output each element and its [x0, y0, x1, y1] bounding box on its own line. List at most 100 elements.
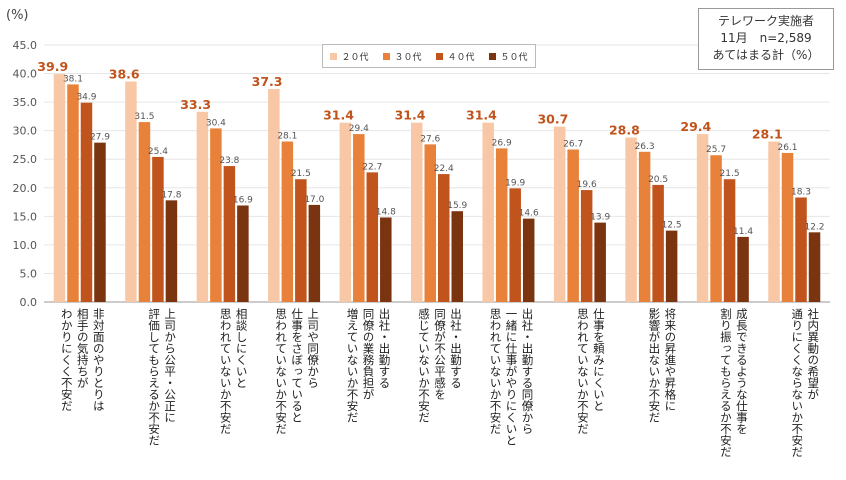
data-label-20s: 28.1 [752, 127, 783, 142]
bar-40s [366, 172, 379, 302]
category-label-line: 影響が出ないか不安だ [647, 308, 662, 423]
category-label-line: わかりにくく不安だ [59, 308, 74, 412]
category-label-line: 非対面のやりとりは [91, 308, 106, 412]
legend-label-50s: ５０代 [500, 52, 528, 63]
data-label-20s: 33.3 [180, 97, 211, 112]
data-label-40s: 19.9 [505, 178, 525, 188]
note-line-3: あてはまる計（%） [712, 48, 820, 62]
category-label-line: 思われていないか不安だ [218, 308, 233, 435]
category-label-line: 出社・出勤する [449, 308, 463, 389]
bar-30s [495, 148, 508, 302]
data-label-50s: 16.9 [233, 195, 253, 205]
chart-legend: ２０代 ３０代 ４０代 ５０代 [322, 44, 536, 68]
data-label-50s: 12.5 [662, 221, 682, 231]
category-label-line: 社内異動の希望が [806, 308, 821, 400]
note-line-1: テレワーク実施者 [717, 14, 814, 28]
category-label: 上司から公平・公正に 評価してもらえるか不安だ [125, 308, 177, 478]
category-label: 成長できるような仕事を 割り振ってもらえるか不安だ [697, 308, 749, 478]
bar-50s [308, 204, 321, 302]
bar-40s [509, 188, 521, 302]
bar-30s [353, 134, 365, 302]
data-label-30s: 38.1 [63, 74, 83, 84]
bar-20s [53, 74, 66, 302]
y-tick-label: 10.0 [13, 239, 38, 252]
category-label: 出社・出勤する 同僚が不公平感を 感じていないか不安だ [411, 308, 463, 478]
category-label-line: 増えていないか不安だ [345, 308, 360, 423]
data-label-20s: 31.4 [323, 108, 354, 123]
category-label-line: 思われていないか不安だ [575, 308, 590, 435]
data-label-30s: 26.1 [777, 143, 797, 153]
data-label-20s: 30.7 [537, 112, 568, 127]
bar-40s [80, 102, 93, 302]
bar-40s [152, 156, 164, 302]
data-label-40s: 19.6 [577, 180, 597, 190]
bar-20s [768, 141, 780, 302]
bar-40s [580, 190, 593, 302]
data-label-50s: 14.8 [376, 207, 396, 217]
category-label-line: 出社・出勤する [377, 308, 392, 389]
data-label-20s: 31.4 [466, 108, 497, 123]
legend-label-40s: ４０代 [447, 52, 475, 63]
category-label-line: 仕事をさぼっていると [290, 308, 305, 423]
bar-20s [125, 81, 137, 302]
legend-item-40s: ４０代 [436, 50, 475, 63]
category-label: 出社・出勤する 同僚の業務負担が 増えていないか不安だ [340, 308, 392, 478]
bar-30s [638, 151, 651, 302]
bar-50s [522, 218, 535, 302]
bar-20s [696, 134, 709, 302]
y-tick-label: 0.0 [20, 296, 38, 309]
data-label-30s: 26.7 [563, 140, 583, 150]
data-label-50s: 17.8 [161, 190, 181, 200]
legend-swatch-20s [330, 52, 338, 60]
category-label-line: 出社・出勤する同僚から [520, 308, 535, 435]
category-label-line: 上司から公平・公正に [163, 308, 178, 423]
bar-50s [594, 222, 606, 302]
data-label-50s: 11.4 [733, 227, 753, 237]
data-label-30s: 26.3 [635, 142, 655, 152]
bar-40s [723, 179, 736, 302]
category-label: 出社・出勤する同僚から 一緒に仕事がやりにくいと 思われていないか不安だ [482, 308, 534, 478]
category-label-line: 感じていないか不安だ [417, 308, 431, 423]
bar-30s [67, 84, 79, 302]
note-line-2: 11月 n=2,589 [720, 31, 812, 45]
category-label: 将来の昇進や昇格に 影響が出ないか不安だ [625, 308, 677, 478]
bar-40s [295, 179, 307, 302]
data-label-40s: 21.5 [720, 169, 740, 179]
category-label-line: 相談しにくいと [234, 308, 249, 389]
category-label-line: 将来の昇進や昇格に [663, 308, 678, 412]
data-label-30s: 28.1 [277, 132, 297, 142]
data-label-30s: 26.9 [492, 138, 512, 148]
bar-50s [451, 211, 463, 302]
bar-40s [652, 184, 664, 302]
data-label-30s: 30.4 [206, 118, 226, 128]
data-label-50s: 27.9 [90, 133, 110, 143]
data-label-40s: 23.8 [219, 156, 239, 166]
data-label-40s: 22.4 [434, 164, 454, 174]
category-label: 仕事を頼みにくいと 思われていないか不安だ [554, 308, 606, 478]
legend-item-50s: ５０代 [489, 50, 528, 63]
category-label-line: 通りにくくならないか不安だ [790, 308, 805, 458]
data-label-40s: 21.5 [291, 169, 311, 179]
bar-20s [625, 137, 637, 302]
bar-50s [237, 205, 249, 302]
data-label-30s: 31.5 [134, 112, 154, 122]
sample-note-box: テレワーク実施者 11月 n=2,589 あてはまる計（%） [698, 8, 834, 70]
data-label-30s: 29.4 [349, 124, 369, 134]
y-tick-label: 40.0 [13, 68, 38, 81]
data-label-40s: 22.7 [362, 162, 382, 172]
bar-40s [795, 197, 807, 302]
legend-swatch-30s [383, 52, 391, 60]
legend-label-20s: ２０代 [341, 52, 369, 63]
legend-swatch-50s [489, 52, 497, 60]
data-label-20s: 29.4 [680, 119, 711, 134]
data-label-40s: 34.9 [76, 93, 96, 103]
bar-50s [165, 200, 178, 302]
bar-30s [210, 128, 222, 302]
bar-40s [223, 166, 236, 302]
bar-30s [781, 152, 794, 302]
data-label-50s: 17.0 [304, 195, 324, 205]
data-label-50s: 15.9 [447, 201, 467, 211]
data-label-40s: 25.4 [148, 147, 168, 157]
category-label: 社内異動の希望が 通りにくくならないか不安だ [768, 308, 820, 478]
